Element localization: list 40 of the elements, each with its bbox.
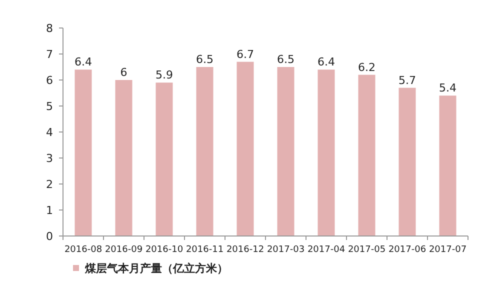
x-tick-label: 2017-03 [266,245,305,255]
data-label: 6.7 [236,48,254,61]
data-label: 5.4 [439,82,456,95]
x-tick-label: 2016-08 [64,245,102,255]
y-tick-label: 1 [46,204,53,217]
x-tick-label: 2016-10 [145,245,184,255]
bar [156,82,173,236]
legend-label: 煤层气本月产量（亿立方米） [84,262,228,275]
y-tick-label: 0 [46,230,53,243]
data-label: 6 [120,66,128,79]
data-label: 6.4 [74,56,92,69]
y-tick-label: 7 [46,48,53,61]
y-tick-label: 5 [46,100,53,113]
x-tick-label: 2016-11 [186,245,224,255]
data-label: 6.2 [358,60,376,74]
y-tick-label: 6 [46,74,53,87]
bar [439,96,456,236]
x-tick-label: 2017-06 [388,245,426,255]
y-tick-label: 2 [46,178,53,191]
bar [358,74,376,236]
y-tick-label: 4 [46,126,53,139]
x-tick-label: 2017-04 [307,245,346,255]
bar [196,67,214,236]
bar [74,70,92,236]
bar [236,62,254,236]
x-tick-label: 2017-05 [348,245,386,255]
bar [318,70,335,236]
data-label: 5.7 [398,74,416,87]
y-tick-label: 3 [46,152,53,165]
x-tick-label: 2017-07 [428,245,467,255]
bar [277,67,294,236]
bar [398,88,416,236]
data-label: 6.4 [318,56,335,69]
y-tick-label: 8 [46,22,53,35]
bar [115,80,132,236]
data-label: 6.5 [196,53,214,66]
data-label: 5.9 [156,68,173,82]
x-tick-label: 2016-09 [104,245,143,255]
data-label: 6.5 [277,53,294,66]
x-tick-label: 2016-12 [226,245,264,255]
